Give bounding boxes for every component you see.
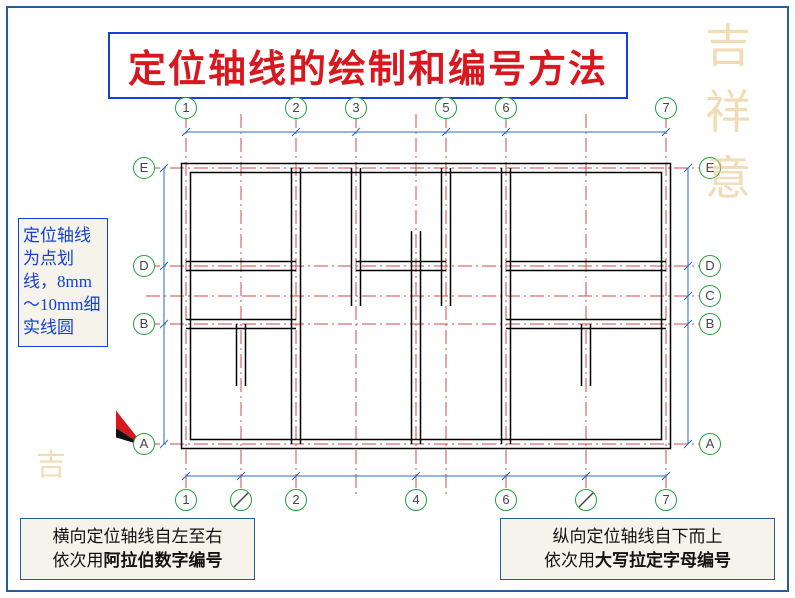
axis-bubble-bottom-⊘ [230,489,252,511]
axis-bubble-left-D: D [133,255,155,277]
sidebar-callout: 定位轴线为点划线，8mm～10mm细实线圆 [18,218,108,347]
floorplan-svg [116,96,726,516]
axis-bubble-bottom-2: 2 [285,489,307,511]
axis-bubble-bottom-4: 4 [405,489,427,511]
axis-bubble-right-A: A [699,433,721,455]
axis-bubble-right-B: B [699,313,721,335]
axis-bubble-top-5: 5 [435,97,457,119]
title-text: 定位轴线的绘制和编号方法 [128,49,608,91]
page-title: 定位轴线的绘制和编号方法 [108,32,628,99]
axis-bubble-bottom-⊘ [575,489,597,511]
axis-bubble-left-B: B [133,313,155,335]
axis-bubble-left-E: E [133,157,155,179]
bottom-right-line2: 依次用大写拉定字母编号 [511,549,764,573]
axis-bubble-top-7: 7 [655,97,677,119]
page-frame: 定位轴线的绘制和编号方法 定位轴线为点划线，8mm～10mm细实线圆 横向定位轴… [6,6,789,592]
floorplan-diagram: 12356712467EDBAEDCBA [116,96,726,516]
axis-bubble-top-3: 3 [345,97,367,119]
axis-bubble-right-E: E [699,157,721,179]
axis-bubble-top-1: 1 [175,97,197,119]
axis-bubble-bottom-1: 1 [175,489,197,511]
bottom-left-note: 横向定位轴线自左至右 依次用阿拉伯数字编号 [20,518,255,580]
axis-bubble-top-6: 6 [495,97,517,119]
wall-outer [182,164,671,449]
axis-bubble-top-2: 2 [285,97,307,119]
bottom-right-line1: 纵向定位轴线自下而上 [511,525,764,549]
axis-bubble-right-D: D [699,255,721,277]
axis-bubble-bottom-7: 7 [655,489,677,511]
wall-inner [191,173,662,440]
axis-bubble-right-C: C [699,285,721,307]
axis-bubble-bottom-6: 6 [495,489,517,511]
bottom-left-line1: 横向定位轴线自左至右 [31,525,244,549]
bottom-right-note: 纵向定位轴线自下而上 依次用大写拉定字母编号 [500,518,775,580]
sidebar-callout-text: 定位轴线为点划线，8mm～10mm细实线圆 [23,226,100,337]
bottom-left-line2: 依次用阿拉伯数字编号 [31,549,244,573]
axis-bubble-left-A: A [133,433,155,455]
